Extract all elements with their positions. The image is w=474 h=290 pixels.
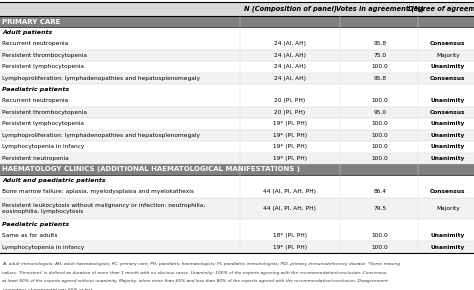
Text: Majority: Majority <box>436 53 460 58</box>
Text: percentage of agreement was 65% or less.: percentage of agreement was 65% or less. <box>2 288 94 290</box>
Text: 95.8: 95.8 <box>374 76 387 81</box>
Text: 24 (AI, AH): 24 (AI, AH) <box>274 64 306 69</box>
Text: Votes in agreement (%): Votes in agreement (%) <box>336 6 424 12</box>
Bar <box>0 153 474 164</box>
Text: values. ‘Persistent’ is defined as duration of more than 1 month with no obvious: values. ‘Persistent’ is defined as durat… <box>2 271 388 275</box>
Text: Lymphocytopenia in infancy: Lymphocytopenia in infancy <box>2 144 84 149</box>
Text: Consensus: Consensus <box>430 110 466 115</box>
Text: Bone marrow failure: aplasia, myelodysplasia and myelokathexis: Bone marrow failure: aplasia, myelodyspl… <box>2 189 194 194</box>
Text: Consensus: Consensus <box>430 41 466 46</box>
Text: 95.0: 95.0 <box>374 110 387 115</box>
Text: Persistent leukocytosis without malignancy or infection: neutrophilia,
eosinophi: Persistent leukocytosis without malignan… <box>2 203 205 213</box>
Text: Unanimity: Unanimity <box>431 144 465 149</box>
Text: 20 (PI, PH): 20 (PI, PH) <box>274 110 306 115</box>
Text: Unanimity: Unanimity <box>431 121 465 126</box>
Text: 24 (AI, AH): 24 (AI, AH) <box>274 76 306 81</box>
Text: 100.0: 100.0 <box>372 233 388 238</box>
Text: Recurrent neutropenia: Recurrent neutropenia <box>2 98 68 103</box>
Text: 24 (AI, AH): 24 (AI, AH) <box>274 41 306 46</box>
Bar <box>0 72 474 84</box>
Bar <box>0 2 474 16</box>
Text: Lymphocytopenia in infancy: Lymphocytopenia in infancy <box>2 244 84 249</box>
Text: 95.8: 95.8 <box>374 41 387 46</box>
Text: Adult patients: Adult patients <box>2 30 52 35</box>
Text: Unanimity: Unanimity <box>431 98 465 103</box>
Text: 75.0: 75.0 <box>374 53 387 58</box>
Text: N (Composition of panel): N (Composition of panel) <box>244 6 337 12</box>
Text: Persistent lymphocytopenia: Persistent lymphocytopenia <box>2 64 84 69</box>
Text: 100.0: 100.0 <box>372 144 388 149</box>
Text: 44 (AI, PI, AH, PH): 44 (AI, PI, AH, PH) <box>264 189 317 194</box>
Text: Unanimity: Unanimity <box>431 244 465 249</box>
Text: Unanimity: Unanimity <box>431 156 465 161</box>
Bar <box>0 106 474 118</box>
Text: Lymphoproliferation: lymphadenopathies and hepatosplenomegaly: Lymphoproliferation: lymphadenopathies a… <box>2 76 200 81</box>
Text: HAEMATOLOGY CLINICS (ADDITIONAL HAEMATOLOGICAL MANIFESTATIONS ): HAEMATOLOGY CLINICS (ADDITIONAL HAEMATOL… <box>2 166 300 173</box>
Text: Lymphoproliferation: lymphadenopathies and hepatosplenomegaly: Lymphoproliferation: lymphadenopathies a… <box>2 133 200 138</box>
Text: Same as for adults: Same as for adults <box>2 233 57 238</box>
Text: 100.0: 100.0 <box>372 64 388 69</box>
Text: 19* (PI, PH): 19* (PI, PH) <box>273 156 307 161</box>
Text: Persistent lymphocytopenia: Persistent lymphocytopenia <box>2 121 84 126</box>
Text: 19* (PI, PH): 19* (PI, PH) <box>273 121 307 126</box>
Bar <box>0 241 474 253</box>
Text: Unanimity: Unanimity <box>431 133 465 138</box>
Text: at least 80% of the experts agreed without unanimity. Majority: when more than 6: at least 80% of the experts agreed witho… <box>2 279 389 283</box>
Text: Persistent thrombocytopenia: Persistent thrombocytopenia <box>2 53 87 58</box>
Text: 100.0: 100.0 <box>372 121 388 126</box>
Text: 20 (PI, PH): 20 (PI, PH) <box>274 98 306 103</box>
Text: Recurrent neutropenia: Recurrent neutropenia <box>2 41 68 46</box>
Text: Unanimity: Unanimity <box>431 233 465 238</box>
Text: AI, adult immunologists; AH, adult haematologists; PC, primary care; PH, paediat: AI, adult immunologists; AH, adult haema… <box>2 262 400 266</box>
Text: Paediatric patients: Paediatric patients <box>2 222 69 227</box>
Text: Majority: Majority <box>436 206 460 211</box>
Text: 100.0: 100.0 <box>372 133 388 138</box>
Text: 86.4: 86.4 <box>374 189 386 194</box>
Bar <box>0 130 474 141</box>
Text: Unanimity: Unanimity <box>431 64 465 69</box>
Bar <box>0 164 474 175</box>
Text: PRIMARY CARE: PRIMARY CARE <box>2 19 60 24</box>
Text: 18* (PI, PH): 18* (PI, PH) <box>273 233 307 238</box>
Text: Paediatric patients: Paediatric patients <box>2 87 69 92</box>
Bar <box>0 16 474 27</box>
Text: 19* (PI, PH): 19* (PI, PH) <box>273 244 307 249</box>
Text: Adult and paediatric patients: Adult and paediatric patients <box>2 178 106 183</box>
Text: 24 (AI, AH): 24 (AI, AH) <box>274 53 306 58</box>
Text: Persistent thrombocytopenia: Persistent thrombocytopenia <box>2 110 87 115</box>
Bar <box>0 50 474 61</box>
Text: 79.5: 79.5 <box>374 206 387 211</box>
Text: 100.0: 100.0 <box>372 156 388 161</box>
Text: 100.0: 100.0 <box>372 244 388 249</box>
Bar <box>0 197 474 219</box>
Text: Degree of agreement: Degree of agreement <box>408 6 474 12</box>
Text: Consensus: Consensus <box>430 189 466 194</box>
Text: 19* (PI, PH): 19* (PI, PH) <box>273 144 307 149</box>
Text: 44 (AI, PI, AH, PH): 44 (AI, PI, AH, PH) <box>264 206 317 211</box>
Text: 19* (PI, PH): 19* (PI, PH) <box>273 133 307 138</box>
Text: Persistent neutropenia: Persistent neutropenia <box>2 156 69 161</box>
Text: 100.0: 100.0 <box>372 98 388 103</box>
Text: Consensus: Consensus <box>430 76 466 81</box>
